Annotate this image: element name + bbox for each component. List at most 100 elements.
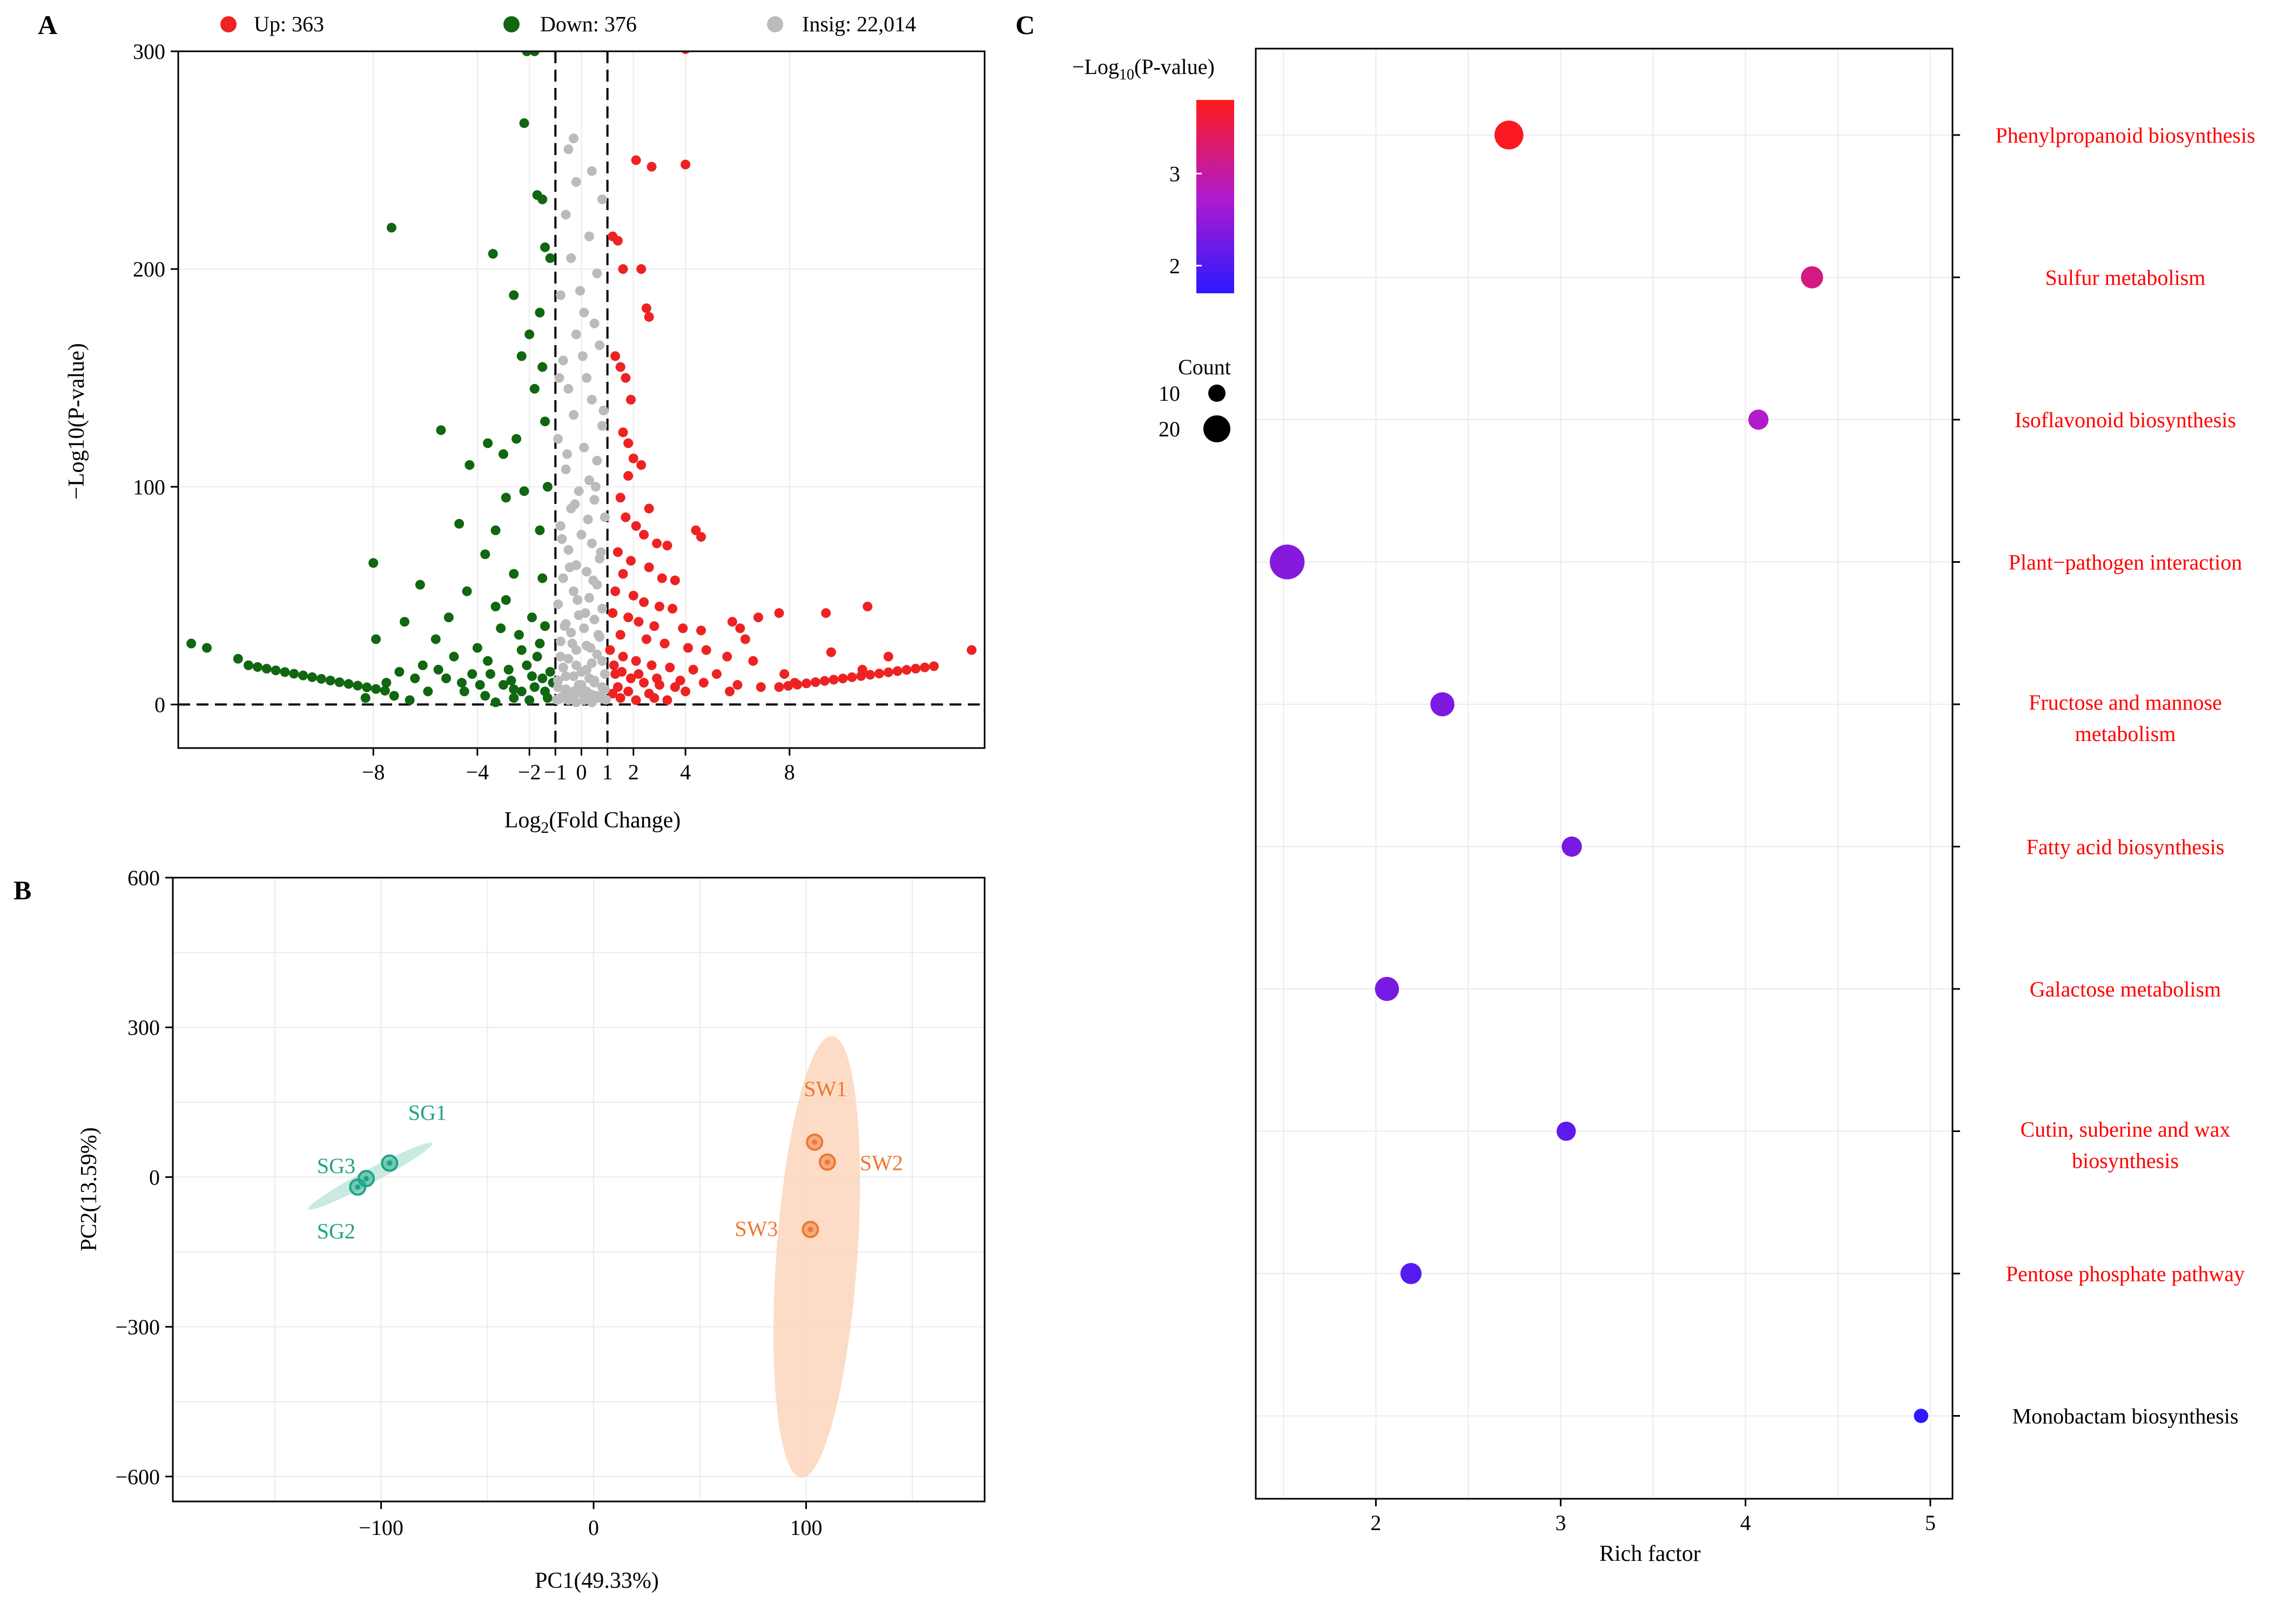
volcano-point-up: [670, 682, 680, 692]
volcano-point-down: [316, 673, 326, 684]
volcano-point-insig: [587, 166, 597, 176]
volcano-point-up: [615, 630, 625, 640]
volcano-point-up: [829, 675, 839, 685]
volcano-point-insig: [569, 410, 579, 420]
volcano-point-insig: [553, 36, 563, 45]
volcano-point-up: [618, 264, 628, 274]
volcano-point-down: [467, 669, 477, 679]
volcano-point-insig: [554, 373, 564, 383]
volcano-point-up: [639, 529, 649, 540]
volcano-point-up: [748, 656, 758, 666]
volcano-point-up: [662, 541, 672, 551]
volcano-point-up: [892, 666, 903, 676]
pca-grid: [173, 877, 985, 1501]
volcano-point-up: [732, 680, 743, 690]
volcano-point-up: [863, 601, 873, 611]
volcano-point-insig: [576, 529, 587, 540]
volcano-point-up: [683, 643, 693, 653]
volcano-point-up: [631, 695, 641, 705]
volcano-point-insig: [563, 144, 574, 154]
volcano-point-up: [621, 512, 631, 522]
volcano-point-up: [605, 645, 615, 655]
volcano-point-down: [532, 651, 542, 662]
volcano-point-down: [496, 623, 506, 634]
volcano-point-up: [735, 623, 745, 634]
volcano-point-up: [779, 669, 790, 679]
volcano-point-down: [535, 525, 545, 535]
volcano-point-down: [381, 678, 392, 688]
volcano-point-down: [542, 482, 553, 492]
volcano-point-insig: [570, 499, 580, 509]
volcano-point-down: [545, 666, 555, 677]
volcano-point-down: [233, 654, 243, 664]
volcano-point-up: [609, 660, 619, 670]
pca-y-tick-label: 600: [127, 866, 160, 890]
volcano-x-tick-label: −2: [518, 760, 541, 784]
volcano-point-up: [652, 673, 662, 683]
pca-point-core: [812, 1139, 818, 1145]
kegg-point: [1269, 544, 1305, 580]
volcano-x-tick-label: 4: [680, 760, 691, 784]
pca-x-axis-label: PC1(49.33%): [535, 1568, 659, 1593]
volcano-point-up: [838, 673, 848, 684]
pca-y-axis-label: PC2(13.59%): [77, 1127, 102, 1251]
volcano-point-down: [499, 680, 509, 690]
volcano-point-down: [371, 684, 381, 694]
volcano-point-insig: [579, 623, 589, 634]
volcano-point-down: [441, 673, 452, 683]
volcano-point-insig: [563, 545, 574, 555]
kegg-point: [1914, 1409, 1929, 1423]
volcano-point-up: [681, 51, 690, 54]
volcano-point-down: [543, 36, 553, 45]
volcano-point-down: [472, 643, 482, 653]
volcano-point-insig: [553, 599, 563, 609]
volcano-point-up: [711, 669, 722, 679]
volcano-point-up: [649, 621, 659, 631]
volcano-point-up: [644, 503, 654, 514]
volcano-point-down: [524, 329, 535, 340]
legend-up-label: Up: 363: [254, 12, 324, 36]
volcano-point-up: [623, 438, 634, 448]
volcano-point-down: [488, 248, 498, 259]
color-legend-gradient: [1196, 100, 1234, 293]
volcano-y-tick-label: 300: [133, 39, 165, 64]
kegg-pathway-label-line2: metabolism: [2075, 722, 2176, 746]
volcano-point-up: [753, 612, 763, 623]
kegg-point: [1494, 120, 1524, 150]
pca-y-ticks: −600 −300 0 300 600: [115, 866, 173, 1489]
pca-x-tick-label: 100: [790, 1516, 822, 1540]
kegg-pathway-label: Plant−pathogen interaction: [2009, 550, 2242, 575]
volcano-point-down: [423, 686, 433, 697]
kegg-pathway-label: Monobactam biosynthesis: [2012, 1404, 2239, 1429]
pca-y-tick-label: −300: [115, 1315, 160, 1339]
volcano-point-down: [480, 691, 490, 701]
pca-label-sw3: SW3: [735, 1216, 778, 1241]
panel-label-c: C: [1015, 10, 1035, 40]
volcano-point-down: [535, 638, 545, 649]
volcano-point-insig: [592, 455, 602, 466]
volcano-x-tick-label: 1: [602, 760, 613, 784]
volcano-y-ticks: 0 100 200 300: [133, 39, 178, 717]
volcano-point-down: [499, 449, 509, 459]
pca-label-sg3: SG3: [317, 1154, 355, 1178]
volcano-point-down: [540, 416, 550, 427]
volcano-point-insig: [562, 449, 573, 459]
kegg-x-axis-label: Rich factor: [1599, 1541, 1701, 1566]
volcano-point-down: [537, 362, 548, 372]
volcano-point-down: [362, 682, 372, 692]
volcano-point-up: [725, 686, 735, 697]
volcano-point-down: [537, 673, 548, 683]
kegg-frame: [1255, 48, 1954, 1500]
volcano-point-down: [501, 595, 511, 605]
volcano-point-down: [386, 223, 396, 233]
volcano-point-up: [819, 676, 830, 686]
volcano-point-insig: [601, 695, 611, 705]
volcano-x-tick-label: −1: [544, 760, 567, 784]
volcano-point-up: [681, 686, 691, 697]
volcano-point-insig: [582, 567, 592, 577]
pca-label-sw2: SW2: [860, 1151, 903, 1175]
legend-insig-marker: [767, 16, 783, 32]
color-legend: −Log10(P-value) 23: [1072, 55, 1234, 293]
volcano-point-down: [449, 651, 459, 662]
